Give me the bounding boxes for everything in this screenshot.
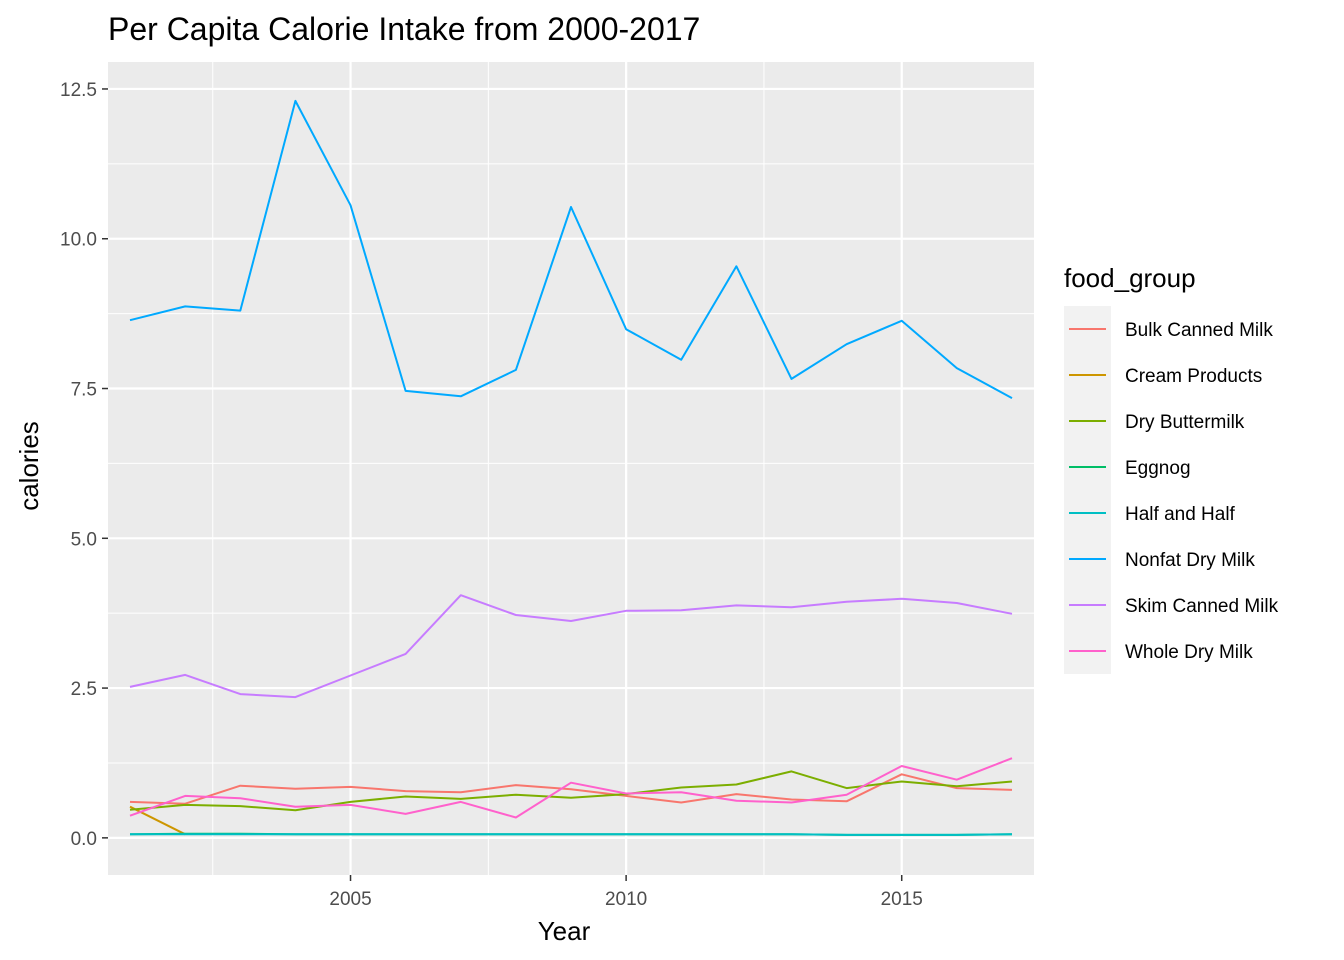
y-tick-label: 0.0: [71, 829, 97, 850]
series-lines: [129, 99, 1013, 836]
y-axis: 0.0 2.5 5.0 7.5 10.0 12.5: [60, 80, 108, 850]
legend-label: Skim Canned Milk: [1125, 596, 1279, 617]
x-tick-label: 2015: [881, 889, 923, 910]
grid-minor: [108, 62, 1034, 875]
x-tick-label: 2010: [605, 889, 647, 910]
y-tick-label: 5.0: [71, 529, 97, 550]
legend-label: Dry Buttermilk: [1125, 412, 1245, 433]
series-line-skim-canned-milk: [129, 594, 1013, 699]
legend: food_group Bulk Canned Milk Cream Product…: [1064, 263, 1279, 674]
legend-label: Eggnog: [1125, 458, 1191, 479]
y-axis-title: calories: [14, 421, 44, 511]
y-tick-label: 7.5: [71, 380, 97, 401]
y-tick-label: 10.0: [60, 230, 97, 251]
legend-label: Whole Dry Milk: [1125, 642, 1253, 663]
x-axis: 2005 2010 2015: [329, 875, 923, 910]
legend-label: Nonfat Dry Milk: [1125, 550, 1255, 571]
y-tick-label: 2.5: [71, 679, 97, 700]
series-line-bulk-canned-milk: [129, 773, 1013, 805]
chart-title: Per Capita Calorie Intake from 2000-2017: [108, 11, 700, 47]
series-line-whole-dry-milk: [129, 757, 1013, 819]
plot-panel: [108, 62, 1034, 875]
legend-label: Half and Half: [1125, 504, 1236, 525]
legend-title: food_group: [1064, 263, 1196, 293]
series-line-cream-products: [129, 805, 186, 836]
legend-key-background: [1064, 306, 1111, 674]
legend-label: Cream Products: [1125, 366, 1262, 387]
x-axis-title: Year: [538, 916, 591, 946]
y-tick-label: 12.5: [60, 80, 97, 101]
series-line-nonfat-dry-milk: [129, 99, 1013, 399]
series-line-half-and-half: [130, 833, 1013, 836]
grid-major: [108, 62, 1034, 875]
legend-label: Bulk Canned Milk: [1125, 320, 1273, 341]
x-tick-label: 2005: [329, 889, 371, 910]
